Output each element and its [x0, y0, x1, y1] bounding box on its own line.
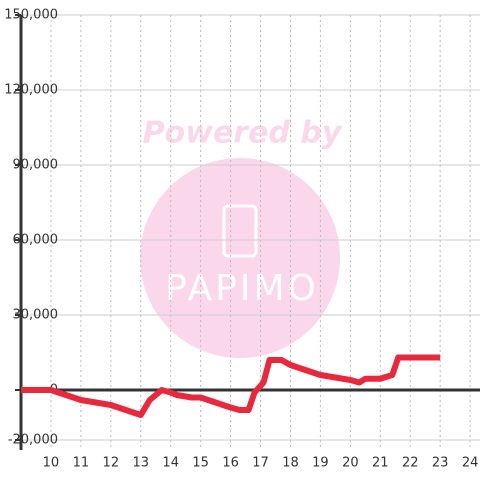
- x-tick-label: 17: [252, 456, 269, 471]
- x-tick-label: 13: [132, 456, 149, 471]
- watermark-icon: [222, 204, 258, 258]
- data-line: [21, 354, 441, 418]
- x-tick-label: 14: [162, 456, 179, 471]
- x-tick-label: 24: [462, 456, 479, 471]
- x-tick-label: 16: [222, 456, 239, 471]
- x-tick-label: 20: [342, 456, 359, 471]
- x-tick-label: 12: [103, 456, 120, 471]
- y-tick-label: 150,000: [4, 8, 58, 23]
- y-tick-label: -20,000: [8, 433, 58, 448]
- watermark-text: Powered by: [143, 116, 343, 151]
- x-tick-label: 21: [372, 456, 389, 471]
- x-tick-label: 11: [73, 456, 90, 471]
- y-tick-label: 60,000: [13, 233, 59, 248]
- x-tick-label: 23: [432, 456, 449, 471]
- y-tick-label: 30,000: [13, 308, 59, 323]
- x-tick-label: 22: [402, 456, 419, 471]
- watermark-circle: [140, 158, 340, 358]
- y-tick-label: 120,000: [4, 83, 58, 98]
- x-tick-label: 18: [282, 456, 299, 471]
- x-tick-label: 15: [192, 456, 209, 471]
- x-tick-label: 10: [43, 456, 60, 471]
- watermark-brand: PAPIMO: [165, 268, 319, 309]
- x-tick-label: 19: [312, 456, 329, 471]
- watermark: Powered by PAPIMO: [140, 116, 343, 358]
- y-tick-label: 90,000: [13, 158, 59, 173]
